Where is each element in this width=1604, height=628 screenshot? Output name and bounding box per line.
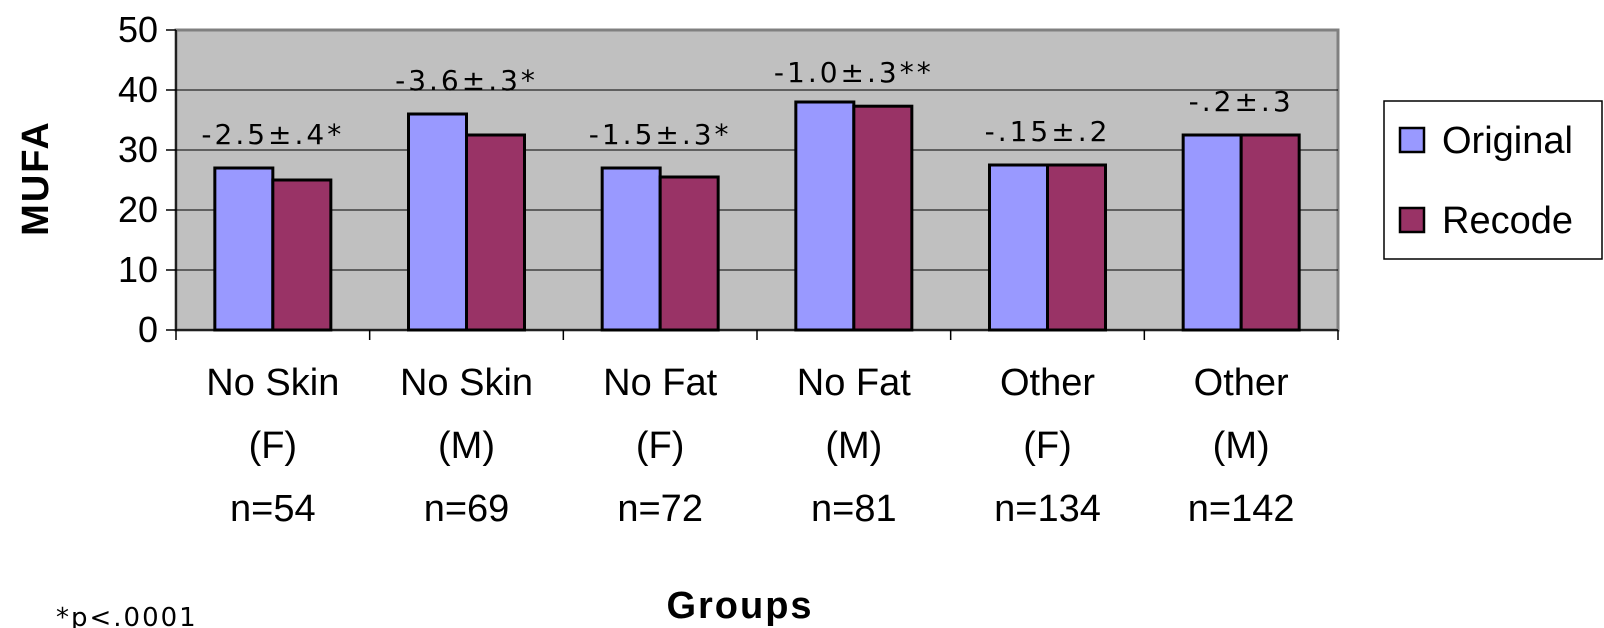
plot-background [174,28,1340,332]
y-tick-label-30: 30 [118,129,158,170]
category-label-3-line-3: n=72 [617,488,703,530]
footnote: *p<.0001 [56,603,198,628]
bar-recode-5 [1046,163,1107,332]
x-axis-category-labels: No Skin (F) n=54 No Skin (M) n=69 No Fat (F) n=7… [206,362,1294,530]
annotation-2: -3.6±.3* [395,64,538,97]
category-label-2-line-2: (M) [438,425,495,467]
bar-original-4 [794,100,856,332]
annotation-6: -.2±.3 [1189,85,1294,118]
plot-area [174,28,1340,340]
y-tick-label-0: 0 [138,309,158,350]
bar-original-6 [1181,133,1243,332]
y-axis-title: MUFA [15,120,57,236]
legend: Original Recode [1383,100,1603,260]
bar-original-5 [988,163,1049,332]
category-label-6-line-3: n=142 [1188,488,1295,530]
bar-recode-6 [1239,133,1301,332]
bar-original-1 [213,166,275,332]
category-label-3-line-1: No Fat [603,362,717,404]
category-label-1-line-2: (F) [249,425,298,467]
legend-label-original: Original [1442,120,1573,162]
category-label-1-line-1: No Skin [206,362,339,404]
legend-label-recode: Recode [1442,200,1573,242]
y-axis-tick-labels: 0 10 20 30 40 50 [118,9,176,350]
annotation-5: -.15±.2 [985,115,1111,148]
bar-recode-3 [658,175,720,332]
category-label-2-line-3: n=69 [424,488,510,530]
category-label-5-line-2: (F) [1023,425,1072,467]
category-label-3-line-2: (F) [636,425,685,467]
bar-recode-4 [852,104,914,332]
bar-recode-1 [271,178,333,332]
category-label-6-line-2: (M) [1213,425,1270,467]
y-tick-label-50: 50 [118,9,158,50]
legend-swatch-original [1398,126,1426,154]
legend-swatch-recode [1398,206,1426,234]
category-label-1-line-3: n=54 [230,488,316,530]
bar-original-2 [407,112,468,332]
category-label-2-line-1: No Skin [400,362,533,404]
category-label-6-line-1: Other [1194,362,1289,404]
category-label-5-line-3: n=134 [994,488,1101,530]
category-label-5-line-1: Other [1000,362,1095,404]
annotation-4: -1.0±.3** [774,56,934,89]
bar-annotations: -2.5±.4* -3.6±.3* -1.5±.3* -1.0±.3** -.15±.2… [201,56,1294,151]
category-label-4-line-2: (M) [825,425,882,467]
y-tick-label-40: 40 [118,69,158,110]
bar-original-3 [600,166,662,332]
x-axis-title: Groups [666,585,813,627]
category-label-4-line-3: n=81 [811,488,897,530]
y-tick-label-10: 10 [118,249,158,290]
annotation-1: -2.5±.4* [201,118,344,151]
annotation-3: -1.5±.3* [589,118,732,151]
category-label-4-line-1: No Fat [797,362,911,404]
y-tick-label-20: 20 [118,189,158,230]
bar-recode-2 [465,133,526,332]
